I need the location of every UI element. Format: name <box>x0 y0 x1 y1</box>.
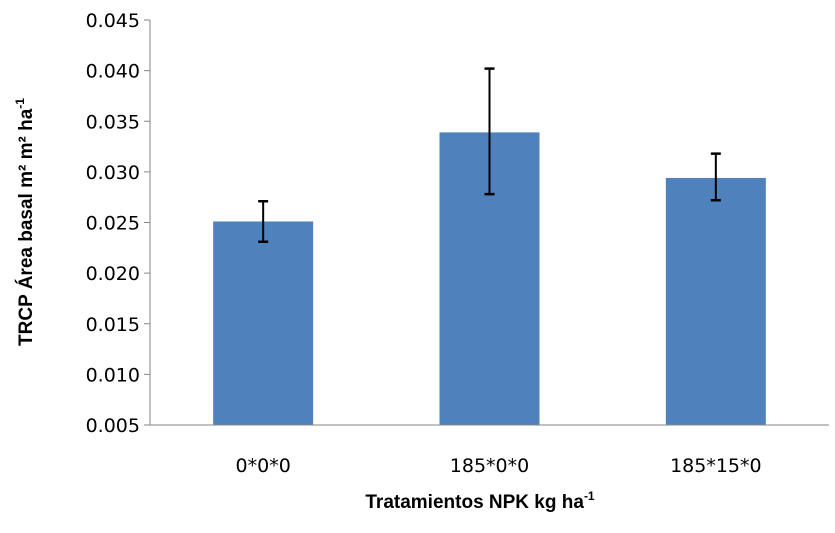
y-tick-label: 0.010 <box>86 364 140 386</box>
y-tick-label: 0.035 <box>86 111 140 133</box>
y-tick-label: 0.005 <box>86 415 140 437</box>
bar <box>213 221 314 425</box>
bar <box>665 177 766 425</box>
x-axis-labels: 0*0*0 185*0*0 185*15*0 <box>236 455 762 477</box>
y-tick-label: 0.020 <box>86 263 140 285</box>
y-tick-label: 0.015 <box>86 314 140 336</box>
x-axis-title: Tratamientos NPK kg ha-1 <box>365 489 595 513</box>
error-bars-group <box>258 67 721 243</box>
y-axis-title: TRCP Área basal m² m² ha-1 <box>13 98 37 346</box>
x-tick-label: 185*0*0 <box>450 455 529 477</box>
y-tick-label: 0.030 <box>86 162 140 184</box>
y-axis-ticks: 0.005 0.010 0.015 0.020 0.025 0.030 0.035 0.040… <box>86 10 150 437</box>
y-tick-label: 0.025 <box>86 213 140 235</box>
x-tick-label: 0*0*0 <box>236 455 291 477</box>
y-tick-label: 0.040 <box>86 61 140 83</box>
x-tick-label: 185*15*0 <box>670 455 762 477</box>
y-tick-label: 0.045 <box>86 10 140 32</box>
